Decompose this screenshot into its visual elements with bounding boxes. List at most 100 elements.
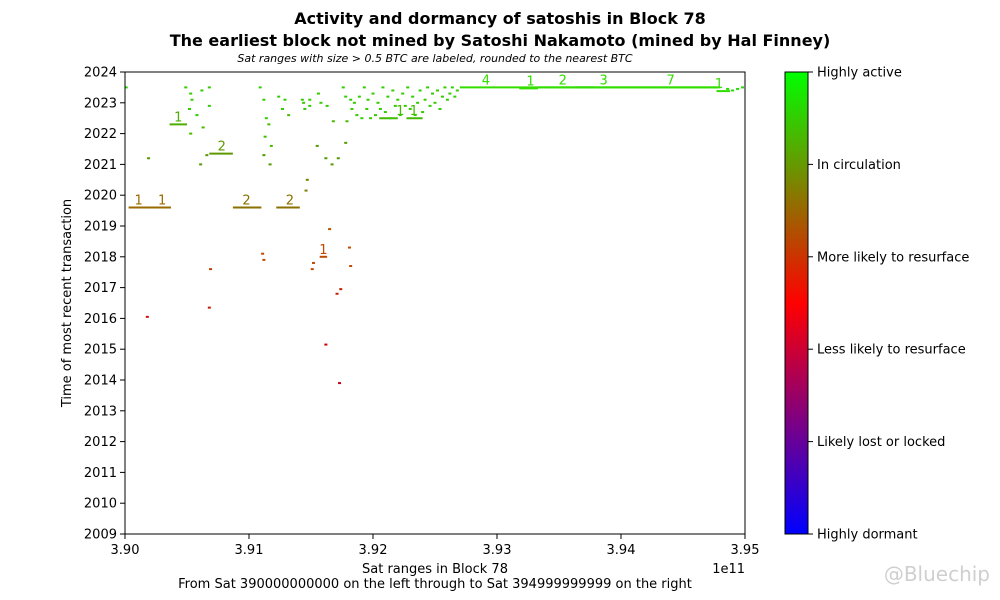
data-point: [366, 98, 370, 101]
y-tick-label: 2009: [84, 528, 117, 543]
data-point: [310, 268, 314, 271]
data-point: [455, 89, 459, 92]
data-point: [283, 98, 287, 101]
chart-subtitle: The earliest block not mined by Satoshi …: [169, 31, 831, 50]
data-point: [450, 86, 454, 89]
data-point: [195, 114, 199, 117]
data-point: [736, 87, 740, 90]
data-point: [349, 265, 353, 268]
data-point: [408, 107, 412, 110]
data-point: [258, 86, 262, 89]
y-tick-label: 2021: [84, 158, 117, 173]
data-point: [344, 95, 348, 98]
data-point: [267, 123, 271, 126]
data-point: [428, 104, 432, 107]
data-point: [411, 95, 415, 98]
colorbar-label: More likely to resurface: [817, 250, 969, 265]
data-point: [315, 144, 319, 147]
data-point: [324, 343, 328, 346]
data-point: [124, 86, 128, 89]
y-tick-label: 2023: [84, 96, 117, 111]
data-point: [362, 86, 366, 89]
y-axis-label: Time of most recent transaction: [60, 199, 75, 408]
data-point: [187, 107, 191, 110]
plot-frame: [124, 71, 746, 535]
data-point: [357, 95, 361, 98]
colorbar: [784, 71, 809, 535]
y-axis-ticks: 2009 2010 2011 2012 2013 2014 2015 2016 2017 2018…: [84, 66, 125, 543]
data-point: [391, 89, 395, 92]
data-point: [339, 288, 343, 291]
data-point: [398, 114, 402, 117]
data-point: [741, 86, 745, 89]
data-point: [440, 95, 444, 98]
data-point: [350, 107, 354, 110]
y-tick-label: 2019: [84, 220, 117, 235]
x-tick-label: 3.95: [731, 543, 760, 558]
data-point: [388, 117, 392, 120]
y-tick-label: 2016: [84, 312, 117, 327]
x-axis-multiplier: 1e11: [712, 562, 745, 577]
data-point: [421, 111, 425, 114]
data-point: [330, 163, 334, 166]
data-point: [325, 104, 329, 107]
data-point: [335, 292, 339, 295]
data-point: [287, 114, 291, 117]
data-point: [209, 268, 213, 271]
y-tick-label: 2011: [84, 466, 117, 481]
y-tick-label: 2024: [84, 66, 117, 81]
data-point: [201, 126, 205, 129]
data-point: [433, 101, 437, 104]
data-point: [383, 111, 387, 114]
range-label: 1: [134, 194, 142, 209]
data-point: [426, 86, 430, 89]
x-axis-ticks: 3.90 3.91 3.92 3.93 3.94 3.95: [111, 534, 760, 558]
data-point: [396, 98, 400, 101]
data-point: [331, 120, 335, 123]
data-point: [423, 98, 427, 101]
chart-title: Activity and dormancy of satoshis in Blo…: [294, 9, 706, 28]
data-point: [435, 89, 439, 92]
data-point: [304, 189, 308, 192]
data-point: [365, 107, 369, 110]
colorbar-labels: Highly active In circulation More likely t…: [808, 66, 969, 543]
range-label: 2: [286, 194, 294, 209]
data-point: [431, 92, 435, 95]
data-point: [443, 86, 447, 89]
range-label: 1: [715, 77, 723, 92]
data-point: [347, 246, 351, 249]
data-point: [328, 228, 332, 231]
colorbar-label: Highly active: [817, 66, 902, 81]
colorbar-label: Likely lost or locked: [817, 435, 945, 450]
data-point: [189, 132, 193, 135]
data-point: [189, 92, 193, 95]
data-point: [369, 117, 373, 120]
data-point: [261, 252, 265, 255]
data-point: [268, 163, 272, 166]
data-point: [355, 114, 359, 117]
data-point: [393, 104, 397, 107]
data-point: [308, 98, 312, 101]
data-point: [269, 144, 273, 147]
y-tick-label: 2022: [84, 127, 117, 142]
range-label: 3: [599, 73, 607, 88]
range-label: 2: [218, 140, 226, 155]
data-points: [124, 86, 745, 385]
data-point: [316, 92, 320, 95]
colorbar-label: Less likely to resurface: [817, 343, 966, 358]
data-point: [386, 95, 390, 98]
data-point: [262, 154, 266, 157]
x-tick-label: 3.93: [483, 543, 512, 558]
data-point: [324, 157, 328, 160]
range-label: 4: [482, 73, 490, 88]
data-point: [360, 117, 364, 120]
data-point: [373, 114, 377, 117]
data-point: [341, 86, 345, 89]
y-tick-label: 2013: [84, 404, 117, 419]
x-tick-label: 3.90: [111, 543, 140, 558]
data-point: [338, 382, 342, 385]
data-point: [264, 117, 268, 120]
range-label: 1: [174, 110, 182, 125]
data-point: [344, 141, 348, 144]
